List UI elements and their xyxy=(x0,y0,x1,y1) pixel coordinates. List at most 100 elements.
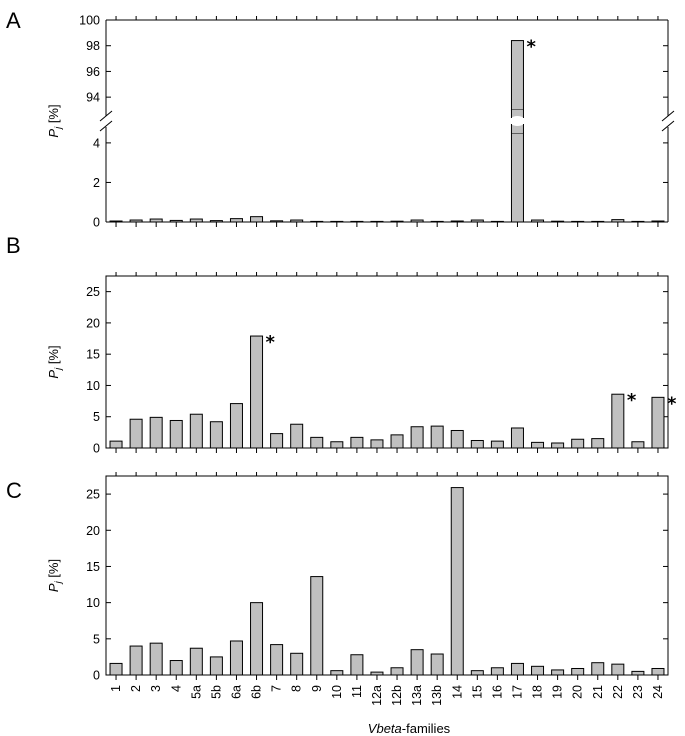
bar-3 xyxy=(149,218,163,223)
bar-6b xyxy=(250,335,264,449)
x-tick-label: 16 xyxy=(490,685,504,699)
y-tick-label: 0 xyxy=(93,442,100,456)
y-tick-label: 4 xyxy=(93,136,100,150)
bar-8 xyxy=(290,652,304,676)
plot-frame xyxy=(105,475,669,676)
axis-break-mark xyxy=(99,110,113,122)
bar-10 xyxy=(330,220,344,223)
bar-14 xyxy=(450,487,464,676)
axis-break-mark xyxy=(661,120,675,132)
bar-18 xyxy=(531,665,545,676)
x-tick-label: 12b xyxy=(390,685,404,706)
plot-frame xyxy=(105,275,669,449)
bar-5b xyxy=(209,656,223,676)
panel-letter: B xyxy=(6,233,21,258)
y-axis-label-italic: P xyxy=(46,129,61,138)
y-tick-label: 5 xyxy=(93,410,100,424)
panel-b: B Pj [%] 0 5 10 15 20 25 * * * xyxy=(6,233,677,456)
bar-6a xyxy=(229,403,243,449)
bar-break-gap xyxy=(510,116,525,126)
y-axis-label-sub: j xyxy=(53,580,64,585)
bar-16 xyxy=(490,440,504,449)
y-tick-label: 20 xyxy=(86,524,100,538)
y-axis-label-rest: [%] xyxy=(46,559,61,581)
x-tick-label: 15 xyxy=(470,685,484,699)
y-tick-label: 100 xyxy=(79,14,100,28)
bar-19 xyxy=(551,220,565,223)
x-tick-label: 2 xyxy=(129,685,143,692)
bar-24 xyxy=(651,667,665,676)
y-tick-label: 2 xyxy=(93,176,100,190)
bar-17 xyxy=(510,662,524,676)
bar-17-upper xyxy=(510,40,524,111)
significance-marker: * xyxy=(266,332,276,353)
y-tick-label: 0 xyxy=(93,216,100,230)
bar-20 xyxy=(571,438,585,449)
bar-20 xyxy=(571,220,585,223)
x-tick-label: 9 xyxy=(310,685,324,692)
y-axis-label-sub: j xyxy=(53,126,64,131)
y-axis-label-sub: j xyxy=(53,367,64,372)
bar-9 xyxy=(310,220,324,223)
bar-19 xyxy=(551,442,565,449)
bar-3 xyxy=(149,416,163,449)
x-tick-label: 5a xyxy=(189,685,203,699)
y-tick-label: 10 xyxy=(86,379,100,393)
x-tick-label: 23 xyxy=(631,685,645,699)
y-tick-label: 20 xyxy=(86,316,100,330)
bar-15 xyxy=(470,439,484,449)
x-tick-label: 13a xyxy=(410,685,424,706)
bar-5a xyxy=(189,647,203,676)
bar-6a xyxy=(229,640,243,676)
bar-6a xyxy=(229,218,243,223)
bar-22 xyxy=(611,663,625,676)
x-tick-label: 1 xyxy=(109,685,123,692)
bar-2 xyxy=(129,418,143,449)
x-tick-label: 20 xyxy=(571,685,585,699)
bar-1 xyxy=(109,440,123,449)
axis-break-mark xyxy=(99,120,113,132)
bar-13a xyxy=(410,219,424,223)
x-tick-label: 21 xyxy=(591,685,605,699)
x-tick-label: 4 xyxy=(169,685,183,692)
x-tick-label: 17 xyxy=(510,685,524,699)
bar-8 xyxy=(290,423,304,449)
y-axis-label: Pj [%] xyxy=(46,104,64,137)
x-tick-label: 11 xyxy=(350,685,364,698)
bar-17-lower xyxy=(510,132,524,223)
y-tick-label: 5 xyxy=(93,632,100,646)
x-tick-label: 5b xyxy=(209,685,223,699)
bar-7 xyxy=(270,644,284,676)
bar-14 xyxy=(450,429,464,449)
bar-9 xyxy=(310,576,324,676)
bar-18 xyxy=(531,441,545,449)
x-axis-label-rest: -families xyxy=(402,721,451,736)
bar-22 xyxy=(611,393,625,449)
bar-10 xyxy=(330,441,344,449)
x-tick-label: 6b xyxy=(250,685,264,699)
bar-13b xyxy=(430,425,444,449)
bar-15 xyxy=(470,219,484,223)
bar-10 xyxy=(330,670,344,676)
x-tick-label: 7 xyxy=(270,685,284,692)
bar-20 xyxy=(571,667,585,676)
x-tick-label: 22 xyxy=(611,685,625,699)
bar-23 xyxy=(631,670,645,676)
bar-5a xyxy=(189,413,203,449)
y-axis-label: Pj [%] xyxy=(46,345,64,378)
significance-marker: * xyxy=(667,393,677,414)
bar-13a xyxy=(410,649,424,676)
x-axis-label: Vbeta-families xyxy=(368,721,451,736)
bar-12a xyxy=(370,439,384,449)
bar-11 xyxy=(350,654,364,676)
bar-13a xyxy=(410,426,424,449)
bar-12b xyxy=(390,667,404,676)
y-tick-label: 25 xyxy=(86,488,100,502)
bar-9 xyxy=(310,436,324,449)
bar-16 xyxy=(490,220,504,223)
bar-4 xyxy=(169,419,183,449)
y-axis-label-rest: [%] xyxy=(46,104,61,126)
significance-marker: * xyxy=(526,37,536,58)
bar-5b xyxy=(209,220,223,223)
